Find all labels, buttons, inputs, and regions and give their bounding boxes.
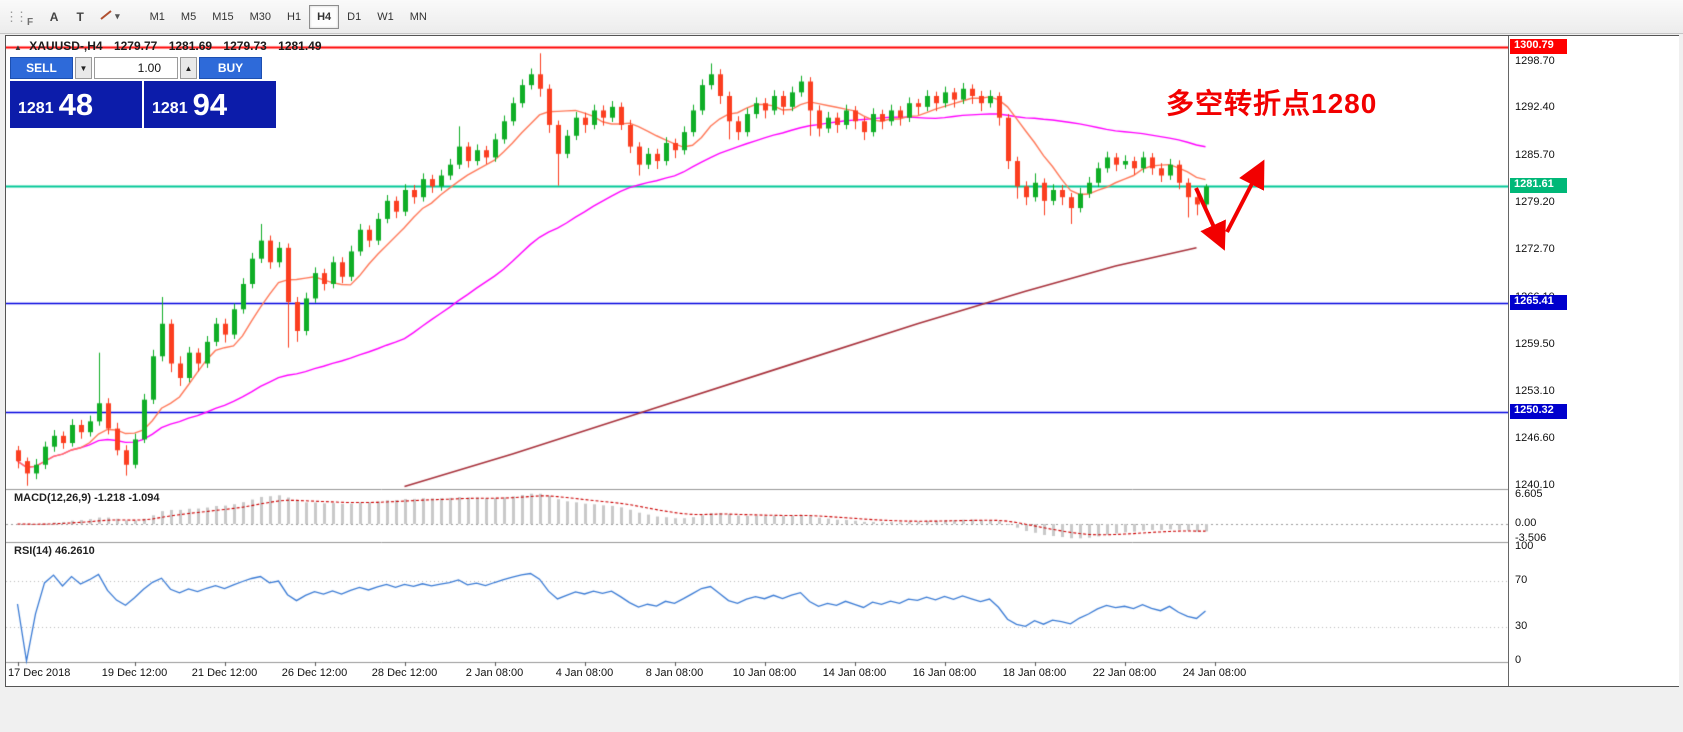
low-value: 1279.73	[223, 39, 267, 53]
buy-button[interactable]: BUY	[199, 57, 262, 79]
sell-price-main: 1281	[18, 99, 54, 117]
volume-input[interactable]	[94, 57, 178, 79]
timeframe-button-h1[interactable]: H1	[279, 5, 309, 29]
volume-increase-button[interactable]: ▲	[180, 57, 197, 79]
price-axis: 1298.701292.401285.701279.201272.701266.…	[1508, 36, 1679, 686]
chart-ohlc-header: ▲ XAUUSD-,H4 1279.77 1281.69 1279.73 128…	[14, 39, 330, 53]
timeframe-group: M1 M5 M15 M30 H1 H4 D1 W1 MN	[142, 4, 435, 29]
buy-price-display[interactable]: 1281 94	[144, 81, 276, 128]
macd-axis-label: -3.506	[1515, 532, 1547, 545]
sell-button[interactable]: SELL	[10, 57, 73, 79]
price-axis-label: 1259.50	[1515, 338, 1555, 351]
time-axis-label: 17 Dec 2018	[8, 667, 71, 679]
rsi-axis-label: 30	[1515, 619, 1528, 632]
close-value: 1281.49	[278, 39, 322, 53]
time-axis-label: 8 Jan 08:00	[645, 667, 704, 679]
time-axis-label: 2 Jan 08:00	[465, 667, 524, 679]
rsi-indicator-label: RSI(14) 46.2610	[14, 545, 95, 557]
trendline-icon	[99, 8, 114, 25]
rsi-axis-label: 70	[1515, 574, 1528, 587]
time-axis-label: 16 Jan 08:00	[912, 667, 977, 679]
price-axis-label: 1298.70	[1515, 55, 1555, 67]
chart-marker-icon: ▲	[14, 43, 22, 52]
toolbar: ⋮⋮ F A T ▾ M1 M5 M15 M30 H1 H4 D1 W1 MN	[0, 0, 1683, 34]
toolbar-grip-icon[interactable]: ⋮⋮	[5, 8, 28, 24]
macd-indicator-label: MACD(12,26,9) -1.218 -1.094	[14, 492, 160, 504]
time-axis-label: 28 Dec 12:00	[371, 667, 438, 679]
high-value: 1281.69	[168, 39, 213, 53]
volume-decrease-button[interactable]: ▼	[75, 57, 92, 79]
chevron-down-icon: ▾	[115, 11, 120, 21]
price-axis-label: 1272.70	[1515, 242, 1555, 255]
time-axis-label: 18 Jan 08:00	[1002, 667, 1067, 679]
price-level-tag: 1265.41	[1510, 294, 1567, 310]
price-level-tag: 1300.79	[1510, 38, 1567, 54]
annotation-tool-button[interactable]: A	[42, 5, 66, 29]
timeframe-button-d1[interactable]: D1	[339, 5, 369, 29]
open-value: 1279.77	[113, 39, 158, 53]
price-level-tag: 1281.61	[1510, 177, 1567, 193]
sell-price-pips: 48	[58, 87, 94, 122]
price-chart-canvas[interactable]	[6, 36, 1508, 685]
buy-price-main: 1281	[152, 99, 188, 117]
buy-price-pips: 94	[192, 87, 228, 122]
chart-area[interactable]: ▲ XAUUSD-,H4 1279.77 1281.69 1279.73 128…	[5, 35, 1679, 687]
time-axis-label: 19 Dec 12:00	[101, 667, 168, 679]
timeframe-button-m5[interactable]: M5	[173, 5, 204, 29]
price-axis-label: 1240.10	[1515, 478, 1555, 491]
macd-axis-label: 0.00	[1515, 517, 1537, 529]
sell-price-display[interactable]: 1281 48	[10, 81, 142, 128]
time-axis-label: 24 Jan 08:00	[1182, 667, 1247, 679]
time-axis-label: 22 Jan 08:00	[1092, 667, 1157, 679]
timeframe-button-m1[interactable]: M1	[142, 5, 173, 29]
timeframe-button-mn[interactable]: MN	[402, 5, 435, 29]
time-axis-label: 26 Dec 12:00	[281, 667, 348, 679]
time-axis-label: 14 Jan 08:00	[822, 667, 887, 679]
price-level-tag: 1250.32	[1510, 403, 1567, 419]
rsi-axis-label: 100	[1515, 540, 1534, 552]
timeframe-button-h4[interactable]: H4	[309, 4, 340, 29]
price-axis-label: 1292.40	[1515, 100, 1555, 113]
symbol-period-label: XAUUSD-,H4	[29, 39, 103, 53]
text-tool-button[interactable]: T	[68, 5, 92, 29]
price-axis-label: 1285.70	[1515, 148, 1555, 161]
annotation-text: 多空转折点1280	[1166, 88, 1378, 119]
time-axis: 17 Dec 2018 19 Dec 12:00 21 Dec 12:00 26 De…	[6, 662, 1508, 685]
rsi-axis-label: 0	[1515, 654, 1522, 666]
time-axis-label: 4 Jan 08:00	[555, 667, 614, 679]
toolbar-f-label: F	[27, 17, 34, 28]
time-axis-label: 21 Dec 12:00	[191, 667, 258, 679]
timeframe-button-w1[interactable]: W1	[369, 5, 402, 29]
time-axis-label: 10 Jan 08:00	[732, 667, 797, 679]
price-axis-label: 1279.20	[1515, 195, 1555, 208]
timeframe-button-m30[interactable]: M30	[242, 5, 279, 29]
price-axis-label: 1246.60	[1515, 431, 1555, 444]
price-axis-label: 1253.10	[1515, 384, 1555, 397]
timeframe-button-m15[interactable]: M15	[204, 5, 241, 29]
one-click-trading-panel: SELL ▼ ▲ BUY 1281 48 1281 94	[10, 57, 280, 128]
macd-axis-label: 6.605	[1515, 487, 1543, 500]
shapes-tool-button[interactable]: ▾	[94, 5, 125, 29]
